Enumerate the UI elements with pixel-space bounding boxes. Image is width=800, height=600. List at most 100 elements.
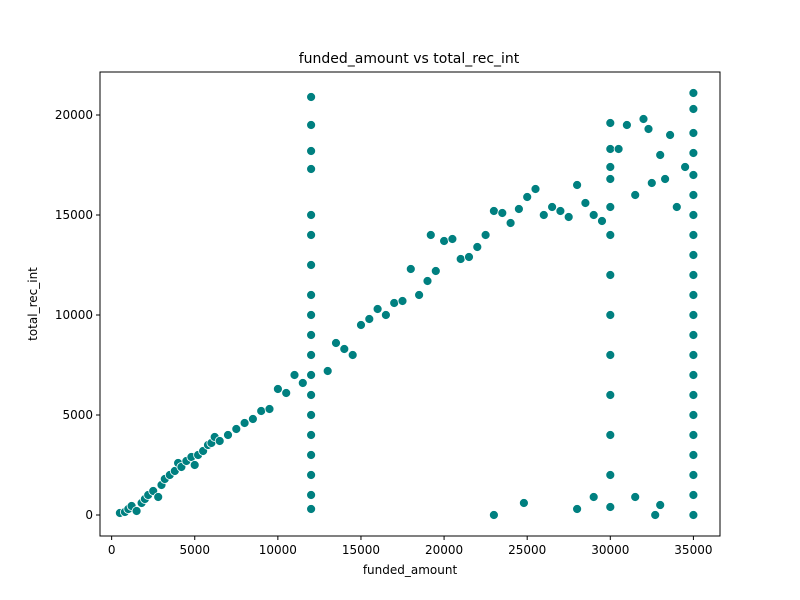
y-tick-label: 5000 [62, 408, 93, 422]
scatter-point [306, 290, 317, 300]
scatter-point [688, 490, 699, 500]
scatter-point [306, 370, 317, 380]
scatter-point [439, 236, 450, 246]
scatter-point [688, 510, 699, 520]
scatter-point [688, 290, 699, 300]
x-axis-title: funded_amount [363, 563, 458, 577]
scatter-point [688, 350, 699, 360]
scatter-point [231, 424, 242, 434]
x-tick-label: 10000 [259, 543, 297, 557]
plot-area-frame [99, 71, 721, 537]
scatter-point [264, 404, 275, 414]
scatter-point [555, 206, 566, 216]
scatter-point [688, 230, 699, 240]
scatter-point [605, 390, 616, 400]
scatter-point [464, 252, 474, 262]
scatter-point [605, 162, 616, 172]
scatter-point [414, 290, 425, 300]
scatter-point [306, 490, 317, 500]
scatter-point [572, 504, 582, 514]
scatter-point [306, 230, 317, 240]
scatter-point [630, 190, 641, 200]
scatter-point [572, 180, 582, 190]
scatter-point [597, 216, 607, 226]
scatter-point [605, 310, 616, 320]
scatter-point [519, 498, 529, 508]
scatter-point [247, 414, 258, 424]
scatter-point [189, 460, 200, 470]
scatter-point [331, 338, 341, 348]
scatter-point [688, 250, 699, 260]
y-tick-label: 0 [85, 508, 93, 522]
scatter-point [688, 430, 699, 440]
scatter-point [153, 492, 164, 502]
x-tick-label: 30000 [591, 543, 629, 557]
scatter-point [605, 502, 616, 512]
scatter-point [397, 296, 408, 306]
scatter-point [671, 202, 682, 212]
scatter-point [306, 504, 317, 514]
scatter-point [480, 230, 491, 240]
scatter-point [530, 184, 541, 194]
scatter-point [605, 350, 616, 360]
scatter-point [688, 190, 699, 200]
scatter-point [646, 178, 657, 188]
scatter-point [605, 230, 616, 240]
y-tick-label: 10000 [55, 308, 93, 322]
scatter-point [688, 170, 699, 180]
scatter-point [364, 314, 375, 324]
scatter-point [306, 330, 317, 340]
scatter-point [306, 410, 317, 420]
scatter-point [306, 470, 317, 480]
scatter-point [389, 298, 400, 308]
scatter-point [306, 430, 317, 440]
scatter-point [605, 144, 616, 154]
scatter-point [425, 230, 436, 240]
scatter-point [505, 218, 516, 228]
scatter-point [547, 202, 557, 212]
scatter-point [131, 506, 142, 516]
scatter-point [472, 242, 483, 252]
scatter-point [297, 378, 308, 388]
scatter-point [380, 310, 391, 320]
scatter-point [239, 418, 250, 428]
scatter-point [660, 174, 670, 184]
scatter-point [655, 150, 666, 160]
scatter-point [281, 388, 292, 398]
scatter-point [680, 162, 690, 172]
scatter-point [223, 430, 233, 440]
scatter-point [214, 436, 225, 446]
scatter-point [514, 204, 524, 214]
x-tick-label: 5000 [179, 543, 210, 557]
scatter-point [405, 264, 416, 274]
scatter-point [605, 202, 616, 212]
scatter-point [488, 510, 499, 520]
scatter-point [372, 304, 383, 314]
scatter-point [322, 366, 333, 376]
scatter-point [630, 492, 641, 502]
scatter-point [622, 120, 632, 130]
scatter-point [272, 384, 283, 394]
scatter-points [115, 88, 699, 520]
scatter-point [688, 88, 699, 98]
scatter-point [588, 492, 599, 502]
scatter-point [306, 350, 317, 360]
scatter-point [289, 370, 300, 380]
chart-title: funded_amount vs total_rec_int [299, 51, 520, 67]
scatter-point [306, 92, 317, 102]
scatter-point [580, 198, 591, 208]
scatter-point [422, 276, 433, 286]
scatter-point [688, 310, 699, 320]
y-axis-title: total_rec_int [26, 267, 40, 341]
scatter-point [347, 350, 358, 360]
scatter-point [356, 320, 366, 330]
scatter-point [588, 210, 599, 220]
scatter-point [522, 192, 533, 202]
scatter-point [538, 210, 549, 220]
scatter-point [488, 206, 499, 216]
scatter-point [605, 118, 616, 128]
scatter-point [688, 370, 699, 380]
x-tick-label: 35000 [674, 543, 712, 557]
scatter-point [688, 270, 699, 280]
